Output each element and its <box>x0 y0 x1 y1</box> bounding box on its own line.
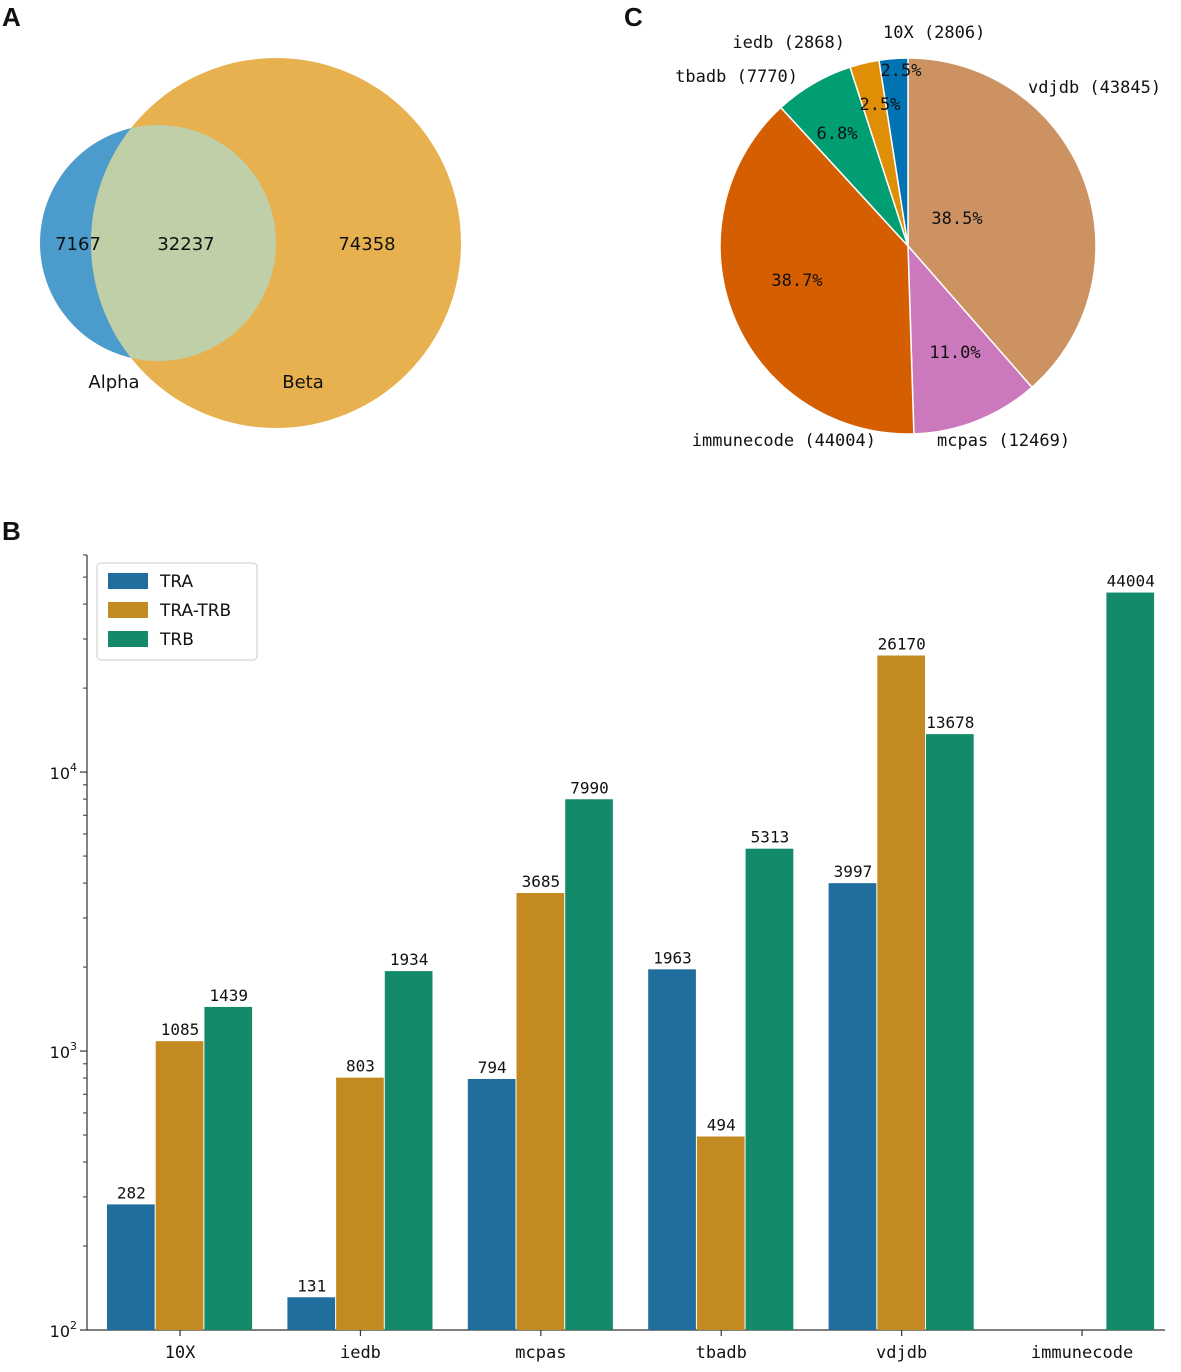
venn-intersection-count: 32237 <box>157 234 214 255</box>
bar-value-label: 13678 <box>926 713 974 732</box>
y-tick-exponent: 3 <box>70 1040 77 1053</box>
bar-value-label: 44004 <box>1107 572 1155 591</box>
bar-value-label: 1963 <box>653 948 692 967</box>
pie-pct-vdjdb: 38.5% <box>931 209 982 229</box>
bar-tbadb-tra <box>648 969 696 1330</box>
legend-label-tra-trb: TRA-TRB <box>159 601 231 621</box>
pie-slice-10x <box>878 57 909 247</box>
pie-label-10x: 10X (2806) <box>883 23 985 43</box>
bar-mcpas-tra-trb <box>516 893 565 1330</box>
bar-mcpas-tra <box>467 1078 516 1330</box>
pie-label-mcpas: mcpas (12469) <box>937 431 1070 451</box>
venn-alpha-label: Alpha <box>88 372 139 393</box>
legend-swatch-tra <box>108 573 148 589</box>
bar-value-label: 3997 <box>834 862 873 881</box>
pie-slice-mcpas <box>907 243 1034 435</box>
y-tick-exponent: 2 <box>70 1319 77 1332</box>
bar-tbadb-trb <box>745 848 794 1330</box>
x-tick-label: iedb <box>340 1343 381 1363</box>
x-tick-label: tbadb <box>696 1343 747 1363</box>
bar-10x-trb <box>204 1006 253 1330</box>
y-tick-label: 104 <box>50 761 77 783</box>
venn-alpha-only-count: 7167 <box>55 234 101 255</box>
y-tick-label: 103 <box>50 1040 77 1062</box>
bar-value-label: 803 <box>346 1057 375 1076</box>
x-tick-label: vdjdb <box>876 1343 927 1363</box>
bar-vdjdb-tra-trb <box>877 655 925 1330</box>
bar-value-label: 1085 <box>161 1020 200 1039</box>
x-tick-label: 10X <box>165 1343 196 1363</box>
y-tick-base: 10 <box>50 1043 70 1062</box>
y-tick-base: 10 <box>50 1322 70 1341</box>
bar-iedb-tra <box>287 1297 336 1330</box>
venn-diagram: 7167 32237 74358 Alpha Beta <box>40 58 461 428</box>
bar-value-label: 26170 <box>878 635 926 654</box>
bar-tbadb-tra-trb <box>696 1136 745 1330</box>
venn-beta-label: Beta <box>282 372 324 393</box>
bar-value-label: 1934 <box>390 950 429 969</box>
bar-immunecode-trb <box>1106 592 1155 1330</box>
venn-beta-only-count: 74358 <box>338 234 395 255</box>
x-tick-label: mcpas <box>515 1343 566 1363</box>
bar-chart: 1021031042821085143910X1318031934iedb794… <box>50 554 1165 1363</box>
pie-pct-tbadb: 6.8% <box>817 124 858 144</box>
pie-pct-10x: 2.5% <box>881 61 922 81</box>
pie-slice-vdjdb <box>907 57 1097 389</box>
bar-10x-tra-trb <box>155 1041 204 1330</box>
x-tick-label: immunecode <box>1031 1343 1133 1363</box>
bar-value-label: 5313 <box>751 828 790 847</box>
legend-label-trb: TRB <box>159 630 194 650</box>
panel-label-a: A <box>2 2 21 32</box>
bar-vdjdb-trb <box>926 734 974 1330</box>
pie-pct-mcpas: 11.0% <box>929 343 980 363</box>
pie-pct-iedb: 2.5% <box>860 95 901 115</box>
bar-iedb-tra-trb <box>336 1077 384 1330</box>
bar-value-label: 282 <box>117 1183 146 1202</box>
pie-chart: 38.5% vdjdb (43845) 11.0% mcpas (12469) 38.7… <box>675 23 1161 451</box>
pie-label-iedb: iedb (2868) <box>732 33 845 53</box>
bar-value-label: 1439 <box>209 986 248 1005</box>
panel-label-c: C <box>624 2 643 32</box>
pie-label-tbadb: tbadb (7770) <box>675 67 798 87</box>
bar-value-label: 7990 <box>570 778 609 797</box>
bar-iedb-trb <box>384 971 433 1330</box>
bar-10x-tra <box>107 1204 155 1330</box>
bar-value-label: 131 <box>297 1276 326 1295</box>
pie-pct-immunecode: 38.7% <box>771 271 822 291</box>
y-tick-base: 10 <box>50 764 70 783</box>
pie-label-immunecode: immunecode (44004) <box>692 431 876 451</box>
bar-value-label: 794 <box>478 1058 507 1077</box>
legend-label-tra: TRA <box>159 572 194 592</box>
pie-slice-immunecode <box>719 106 915 435</box>
y-tick-label: 102 <box>50 1319 77 1341</box>
bar-mcpas-trb <box>565 799 613 1330</box>
legend-swatch-tra-trb <box>108 602 148 618</box>
pie-label-vdjdb: vdjdb (43845) <box>1028 78 1161 98</box>
panel-label-b: B <box>2 516 21 546</box>
legend: TRA TRA-TRB TRB <box>96 562 258 661</box>
y-tick-exponent: 4 <box>70 761 77 774</box>
bar-vdjdb-tra <box>828 883 877 1330</box>
bar-value-label: 3685 <box>522 872 561 891</box>
legend-swatch-trb <box>108 631 148 647</box>
bar-value-label: 494 <box>707 1115 736 1134</box>
